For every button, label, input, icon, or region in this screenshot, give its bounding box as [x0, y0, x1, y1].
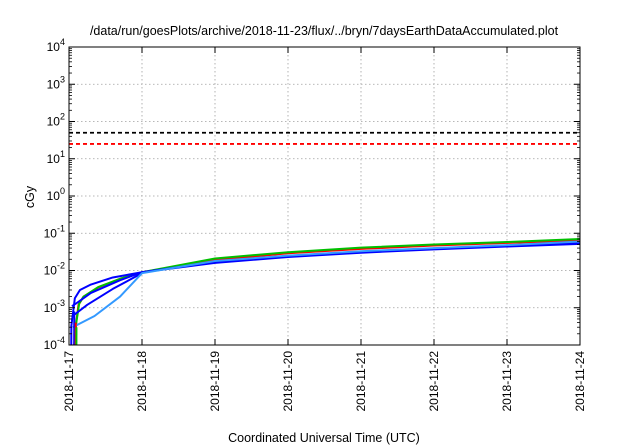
series-line [70, 242, 580, 328]
plot-area [70, 238, 580, 345]
ticks [68, 46, 581, 346]
series-line [72, 272, 143, 317]
x-tick-label: 2018-11-23 [500, 351, 514, 412]
y-tick-label: 10-1 [44, 223, 65, 240]
x-tick-label: 2018-11-18 [135, 351, 149, 412]
x-axis-title: Coordinated Universal Time (UTC) [228, 431, 420, 445]
grid [69, 47, 580, 345]
chart-title: /data/run/goesPlots/archive/2018-11-23/f… [90, 24, 559, 38]
y-tick-label: 10-4 [44, 335, 65, 352]
series-line [72, 240, 580, 329]
y-tick-label: 104 [47, 37, 65, 54]
series-line [73, 239, 580, 345]
x-tick-label: 2018-11-19 [208, 351, 222, 412]
x-tick-label: 2018-11-21 [354, 351, 368, 412]
series-line [73, 238, 580, 345]
x-tick-labels: 2018-11-17 2018-11-18 2018-11-19 2018-11-20… [62, 351, 587, 412]
y-tick-label: 103 [47, 74, 65, 91]
y-axis-title: cGy [23, 185, 37, 208]
x-tick-label: 2018-11-22 [427, 351, 441, 412]
y-tick-labels: 10-4 10-3 10-2 10-1 100 101 102 103 104 [44, 37, 65, 352]
y-tick-label: 10-2 [44, 261, 65, 278]
y-tick-label: 101 [47, 149, 65, 166]
y-tick-label: 100 [47, 186, 65, 203]
x-tick-label: 2018-11-17 [62, 351, 76, 412]
y-tick-label: 102 [47, 112, 65, 129]
x-tick-label: 2018-11-20 [281, 351, 295, 412]
y-tick-label: 10-3 [44, 298, 65, 315]
reference-lines [69, 131, 580, 145]
x-tick-label: 2018-11-24 [573, 351, 587, 412]
